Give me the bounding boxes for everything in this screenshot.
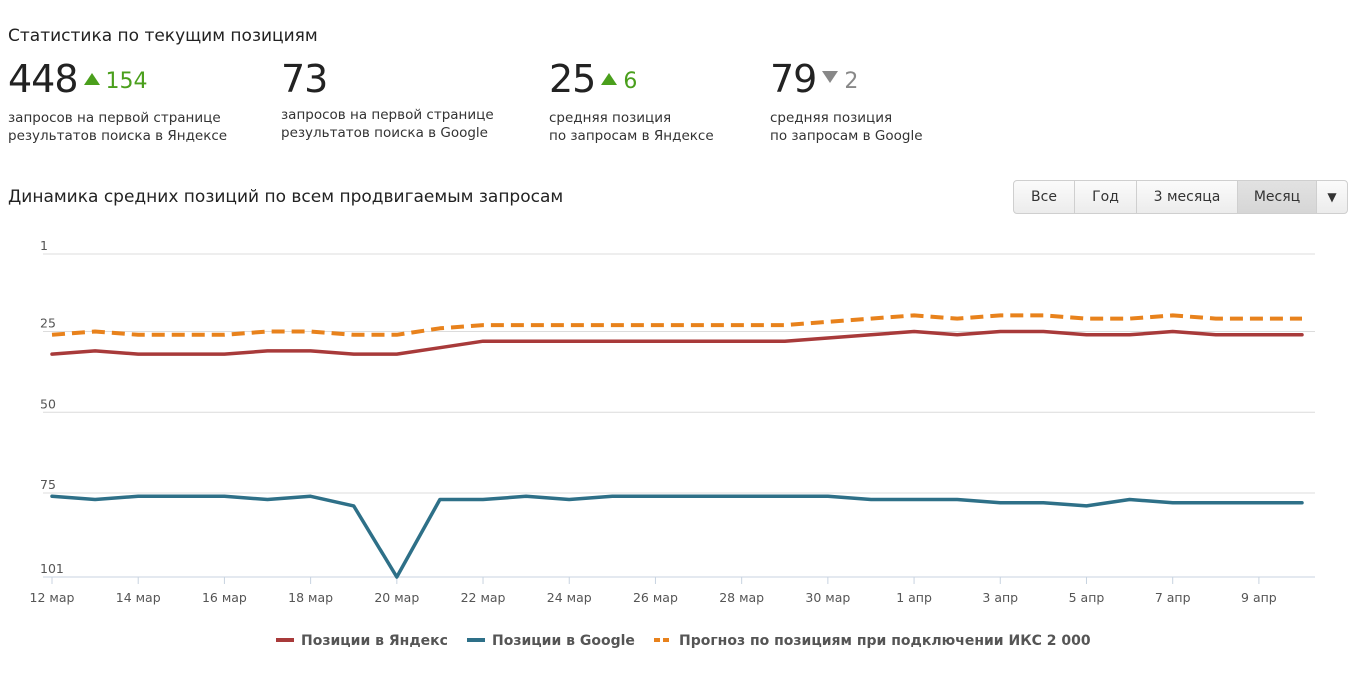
y-tick-label: 50 xyxy=(40,396,56,411)
x-tick-label: 24 мар xyxy=(547,590,592,605)
stat-google-avg-position: 79 2 средняя позиция по запросам в Google xyxy=(770,56,923,145)
stat-desc-line: запросов на первой странице xyxy=(281,107,494,123)
arrow-down-icon xyxy=(822,71,839,83)
x-tick-label: 18 мар xyxy=(288,590,333,605)
stat-desc-line: по запросам в Яндексе xyxy=(549,128,714,144)
legend-label: Позиции в Google xyxy=(492,633,635,649)
stat-description: запросов на первой странице результатов п… xyxy=(281,106,494,142)
stat-google-top-queries: 73 запросов на первой странице результато… xyxy=(281,56,494,142)
range-all-button[interactable]: Все xyxy=(1014,181,1075,213)
arrow-up-icon xyxy=(83,73,100,85)
stat-description: запросов на первой странице результатов п… xyxy=(8,109,227,145)
stat-yandex-avg-position: 25 6 средняя позиция по запросам в Яндексе xyxy=(549,56,714,145)
x-tick-label: 30 мар xyxy=(805,590,850,605)
x-tick-label: 3 апр xyxy=(982,590,1018,605)
stat-number: 73 xyxy=(281,57,328,101)
stat-value: 25 6 xyxy=(549,56,714,105)
stat-delta-value: 154 xyxy=(105,69,148,94)
stat-number: 25 xyxy=(549,57,596,101)
y-tick-label: 75 xyxy=(40,477,56,492)
arrow-up-icon xyxy=(601,73,618,85)
series-line-0 xyxy=(50,329,1304,356)
range-3-months-button[interactable]: 3 месяца xyxy=(1137,181,1238,213)
stat-desc-line: запросов на первой странице xyxy=(8,110,221,126)
x-tick-label: 28 мар xyxy=(719,590,764,605)
y-tick-label: 25 xyxy=(40,316,56,331)
stat-delta-value: 2 xyxy=(844,69,859,94)
stat-desc-line: средняя позиция xyxy=(770,110,893,126)
stat-value: 73 xyxy=(281,56,494,102)
stat-value: 79 2 xyxy=(770,56,923,105)
stats-title: Статистика по текущим позициям xyxy=(8,26,318,46)
series-line-2 xyxy=(51,313,1302,337)
y-tick-label: 1 xyxy=(40,238,48,253)
x-tick-label: 22 мар xyxy=(461,590,506,605)
series-line-1 xyxy=(50,494,1304,579)
position-chart: 1 25 50 75 101 12 мар 14 мар 16 мар 18 мар 20 мар… xyxy=(30,238,1315,649)
x-tick-label: 16 мар xyxy=(202,590,247,605)
caret-down-icon: ▼ xyxy=(1327,190,1337,204)
stat-description: средняя позиция по запросам в Google xyxy=(770,109,923,145)
stat-delta-value: 6 xyxy=(623,69,638,94)
stat-number: 448 xyxy=(8,57,79,101)
range-year-button[interactable]: Год xyxy=(1075,181,1137,213)
stat-value: 448 154 xyxy=(8,56,227,105)
stat-delta: 2 xyxy=(822,69,858,94)
x-tick-label: 20 мар xyxy=(374,590,419,605)
stat-desc-line: средняя позиция xyxy=(549,110,672,126)
x-tick-label: 1 апр xyxy=(896,590,932,605)
legend-label: Прогноз по позициям при подключении ИКС … xyxy=(679,633,1091,649)
x-tick-label: 26 мар xyxy=(633,590,678,605)
stat-number: 79 xyxy=(770,57,817,101)
range-dropdown-button[interactable]: ▼ xyxy=(1317,181,1347,213)
stat-desc-line: результатов поиска в Google xyxy=(281,125,488,141)
range-month-button[interactable]: Месяц xyxy=(1238,181,1317,213)
stat-desc-line: результатов поиска в Яндексе xyxy=(8,128,228,144)
stat-yandex-top-queries: 448 154 запросов на первой странице резуль… xyxy=(8,56,227,145)
y-tick-label: 101 xyxy=(40,561,64,576)
x-tick-label: 7 апр xyxy=(1155,590,1191,605)
x-tick-label: 5 апр xyxy=(1069,590,1105,605)
x-tick-label: 14 мар xyxy=(116,590,161,605)
stat-desc-line: по запросам в Google xyxy=(770,128,923,144)
range-selector: Все Год 3 месяца Месяц ▼ xyxy=(1013,180,1348,214)
stat-description: средняя позиция по запросам в Яндексе xyxy=(549,109,714,145)
legend-label: Позиции в Яндекс xyxy=(301,633,448,649)
chart-title: Динамика средних позиций по всем продвиг… xyxy=(8,187,564,207)
x-tick-label: 12 мар xyxy=(30,590,75,605)
stat-delta: 154 xyxy=(83,69,148,94)
x-tick-label: 9 апр xyxy=(1241,590,1277,605)
stat-delta: 6 xyxy=(601,69,637,94)
